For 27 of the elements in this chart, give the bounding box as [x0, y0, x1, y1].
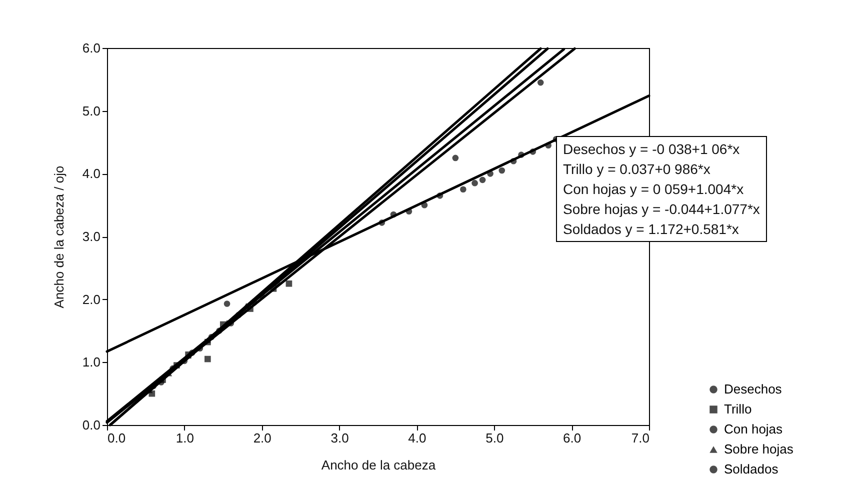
- y-axis-title: Ancho de la cabeza / ojo: [51, 166, 66, 308]
- legend-label: Soldados: [724, 462, 779, 476]
- annotation: Desechos y = -0 038+1 06*x: [563, 140, 741, 159]
- x-tick-label: 6.0: [563, 430, 582, 446]
- annotation: Trillo y = 0.037+0 986*x: [563, 160, 712, 179]
- legend-label: Sobre hojas: [724, 442, 794, 456]
- annotation: Sobre hojas y = -0.044+1.077*x: [563, 200, 760, 219]
- legend-label: Con hojas: [724, 422, 784, 436]
- y-tick-label: 4.0: [82, 166, 100, 182]
- annotation: Con hojas y = 0 059+1.004*x: [563, 180, 745, 199]
- legend-label: Desechos: [724, 382, 782, 396]
- y-tick-label: 1.0: [82, 354, 100, 370]
- x-tick-label: 4.0: [408, 430, 426, 446]
- x-axis-title: Ancho de la cabeza: [321, 458, 436, 472]
- y-tick-label: 5.0: [82, 103, 100, 118]
- x-tick-label: 7.0: [631, 430, 650, 446]
- y-tick-label: 3.0: [82, 229, 100, 244]
- x-tick-label: 1.0: [176, 430, 194, 446]
- x-tick-label: 3.0: [330, 430, 349, 446]
- x-tick-label: 5.0: [486, 430, 504, 446]
- y-tick-label: 2.0: [82, 292, 100, 307]
- x-tick-label: 0.0: [108, 430, 126, 446]
- annotation: Soldados y = 1.172+0.581*x: [563, 220, 740, 239]
- x-tick-label: 2.0: [253, 430, 272, 446]
- y-tick-label: 0.0: [82, 418, 100, 432]
- y-tick-label: 6.0: [82, 40, 100, 56]
- legend-label: Trillo: [724, 402, 752, 416]
